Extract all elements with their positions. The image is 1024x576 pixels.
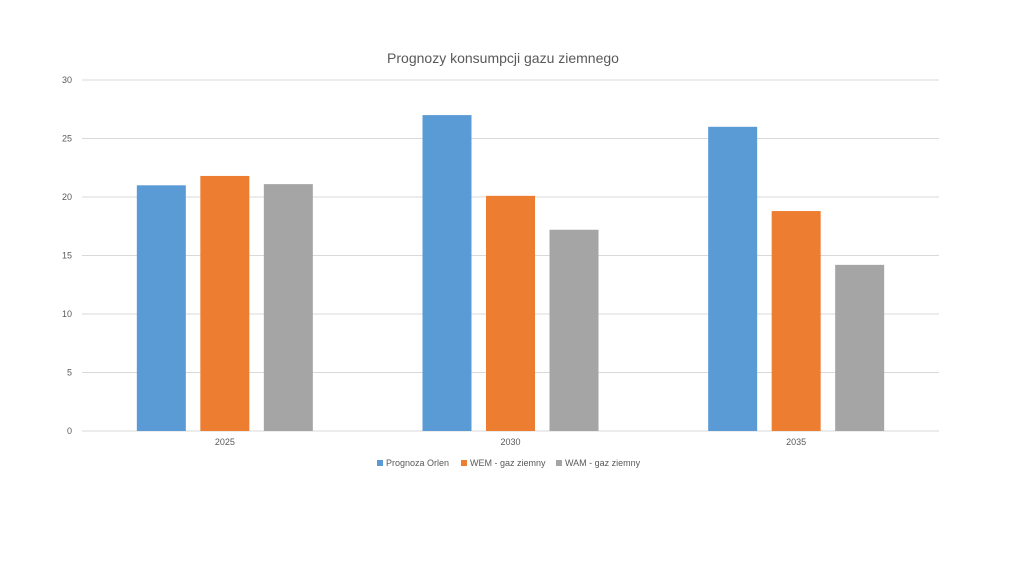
- bar: [136, 185, 186, 431]
- x-tick-label: 2025: [215, 437, 235, 447]
- bar: [422, 115, 472, 431]
- legend-label: WAM - gaz ziemny: [565, 458, 641, 468]
- bars: [136, 115, 885, 432]
- x-axis: 2025 2030 2035: [215, 437, 806, 447]
- y-tick-label: 10: [62, 309, 72, 319]
- legend-swatch: [556, 460, 562, 466]
- y-tick-label: 25: [62, 134, 72, 144]
- y-tick-label: 15: [62, 251, 72, 261]
- x-tick-label: 2035: [786, 437, 806, 447]
- bar: [486, 195, 535, 431]
- legend-label: Prognoza Orlen: [386, 458, 449, 468]
- legend-label: WEM - gaz ziemny: [470, 458, 546, 468]
- chart-title: Prognozy konsumpcji gazu ziemnego: [387, 50, 619, 66]
- y-axis: 0 5 10 15 20 25 30: [62, 75, 72, 436]
- bar: [708, 126, 758, 432]
- bar: [263, 184, 313, 431]
- y-tick-label: 0: [67, 426, 72, 436]
- bar: [835, 264, 885, 431]
- legend: Prognoza Orlen WEM - gaz ziemny WAM - gaz …: [377, 458, 641, 468]
- bar: [200, 175, 250, 431]
- bar: [771, 211, 821, 431]
- bar: [549, 229, 599, 431]
- legend-swatch: [377, 460, 383, 466]
- legend-swatch: [461, 460, 467, 466]
- y-tick-label: 5: [67, 368, 72, 378]
- x-tick-label: 2030: [500, 437, 520, 447]
- y-tick-label: 30: [62, 75, 72, 85]
- y-tick-label: 20: [62, 192, 72, 202]
